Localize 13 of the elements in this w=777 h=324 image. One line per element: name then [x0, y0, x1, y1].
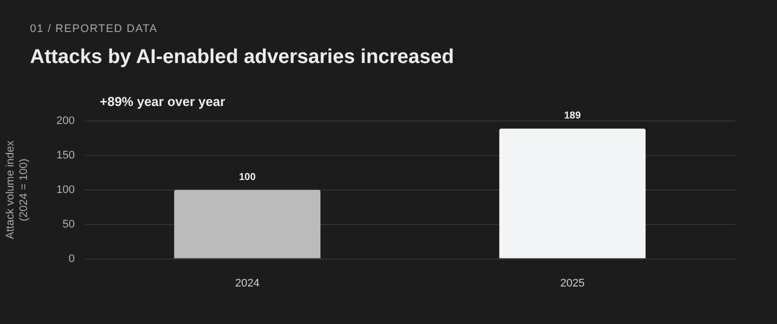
y-tick-label: 0: [68, 252, 75, 265]
chart-title: Attacks by AI-enabled adversaries increased: [30, 46, 454, 69]
y-axis-title: Attack volume index (2024 = 100): [4, 140, 30, 240]
y-tick-label: 50: [62, 218, 75, 230]
y-tick-label: 200: [56, 115, 75, 128]
data-label: 100: [238, 172, 256, 183]
text: 01 / REPORTED DATA: [30, 23, 158, 35]
text: +89% year over year: [100, 94, 226, 109]
x-tick-label: 2025: [560, 277, 585, 290]
x-tick-label: 2024: [235, 277, 260, 290]
y-tick-label: 100: [56, 184, 75, 196]
data-label: 189: [564, 110, 582, 122]
y-tick-label: 150: [56, 149, 75, 162]
